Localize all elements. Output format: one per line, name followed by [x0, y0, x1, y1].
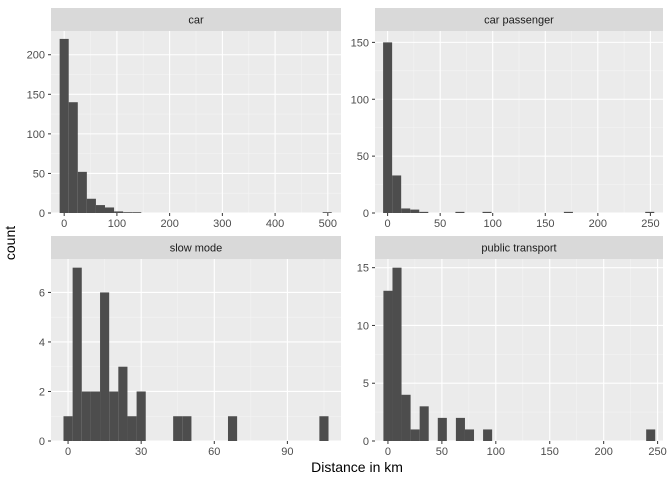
y-tick-label: 0 [39, 208, 45, 220]
histogram-bar [86, 198, 96, 213]
histogram-bar [455, 211, 465, 213]
x-tick-label: 200 [589, 218, 607, 230]
x-axis-title: Distance in km [311, 459, 403, 475]
x-tick-label: 0 [385, 446, 391, 458]
y-tick-label: 10 [357, 320, 369, 332]
facet-title: car passenger [484, 15, 554, 27]
facet-title: public transport [481, 243, 556, 255]
histogram-bar [104, 207, 115, 213]
histogram-bar [59, 38, 69, 214]
histogram-bar [646, 429, 656, 441]
histogram-bar [132, 212, 142, 213]
histogram-bar [95, 205, 105, 213]
y-tick-label: 150 [27, 89, 45, 101]
histogram-bar [383, 290, 393, 441]
histogram-bar [410, 209, 420, 213]
histogram-bar [100, 292, 110, 441]
facet-strip [51, 236, 341, 259]
y-axis-title: count [2, 226, 18, 260]
y-tick-label: 2 [39, 386, 45, 398]
facet-title: slow mode [170, 243, 223, 255]
histogram-bar [81, 391, 91, 441]
y-tick-label: 50 [357, 151, 369, 163]
y-tick-label: 200 [27, 50, 45, 62]
histogram-bar [563, 211, 573, 213]
histogram-bar [77, 171, 87, 213]
histogram-bar [392, 267, 402, 441]
y-tick-label: 4 [39, 337, 45, 349]
x-tick-label: 300 [213, 218, 231, 230]
histogram-bar [419, 211, 429, 213]
histogram-bar [419, 406, 429, 441]
histogram-bar [118, 366, 128, 441]
x-tick-label: 200 [594, 446, 612, 458]
x-tick-label: 30 [135, 446, 147, 458]
histogram-bar [401, 394, 411, 441]
facet-strip [375, 236, 663, 259]
histogram-bar [483, 429, 493, 441]
x-tick-label: 50 [434, 218, 446, 230]
x-tick-label: 150 [541, 446, 559, 458]
histogram-bar [482, 211, 492, 213]
histogram-bar [123, 212, 133, 213]
facet-panel-4: public transport 0 50 100 150 200 250 0 5 10 15 [357, 236, 667, 458]
facet-panel-2: car passenger 0 50 100 150 200 250 0 50 100 150 [351, 8, 663, 230]
histogram-bar [114, 211, 124, 213]
histogram-bar [127, 416, 137, 441]
histogram-bar [173, 416, 183, 441]
histogram-bar [464, 429, 475, 441]
y-tick-label: 50 [33, 168, 45, 180]
x-tick-label: 250 [641, 218, 659, 230]
x-tick-label: 200 [160, 218, 178, 230]
y-tick-label: 0 [363, 436, 369, 448]
histogram-bar [410, 429, 420, 441]
histogram-bar [455, 417, 465, 441]
histogram-bar [645, 211, 655, 213]
histogram-bar [68, 102, 78, 213]
facet-strip [375, 8, 663, 31]
histogram-bar [109, 391, 119, 441]
y-tick-label: 0 [39, 436, 45, 448]
facet-title: car [188, 15, 204, 27]
facet-panel-3: slow mode 0 30 60 90 0 2 4 6 [39, 236, 341, 458]
histogram-bar [322, 212, 332, 213]
histogram-bar [227, 416, 238, 441]
y-tick-label: 150 [351, 37, 369, 49]
histogram-bar [182, 416, 192, 441]
histogram-bar [383, 42, 393, 213]
histogram-bar [90, 391, 101, 441]
x-tick-label: 100 [108, 218, 126, 230]
facet-panel-1: car 0 100 200 300 400 500 0 50 100 150 200 [27, 8, 341, 230]
x-tick-label: 250 [648, 446, 666, 458]
x-tick-label: 400 [266, 218, 284, 230]
x-tick-label: 0 [61, 218, 67, 230]
x-tick-label: 60 [208, 446, 220, 458]
histogram-bar [136, 391, 146, 441]
y-tick-label: 6 [39, 287, 45, 299]
y-tick-label: 15 [357, 263, 369, 275]
histogram-bar [72, 267, 82, 441]
y-tick-label: 100 [27, 129, 45, 141]
x-tick-label: 500 [319, 218, 337, 230]
histogram-bar [401, 208, 411, 213]
histogram-bar [63, 416, 73, 441]
y-tick-label: 100 [351, 94, 369, 106]
facet-strip [51, 8, 341, 31]
x-tick-label: 90 [281, 446, 293, 458]
x-tick-label: 100 [484, 218, 502, 230]
x-tick-label: 0 [385, 218, 391, 230]
panel-background [375, 259, 663, 441]
y-tick-label: 5 [363, 378, 369, 390]
histogram-bar [437, 417, 447, 441]
x-tick-label: 0 [65, 446, 71, 458]
x-tick-label: 50 [436, 446, 448, 458]
x-tick-label: 150 [536, 218, 554, 230]
y-tick-label: 0 [363, 208, 369, 220]
histogram-bar [392, 175, 402, 213]
x-tick-label: 100 [487, 446, 505, 458]
histogram-bar [319, 416, 329, 441]
